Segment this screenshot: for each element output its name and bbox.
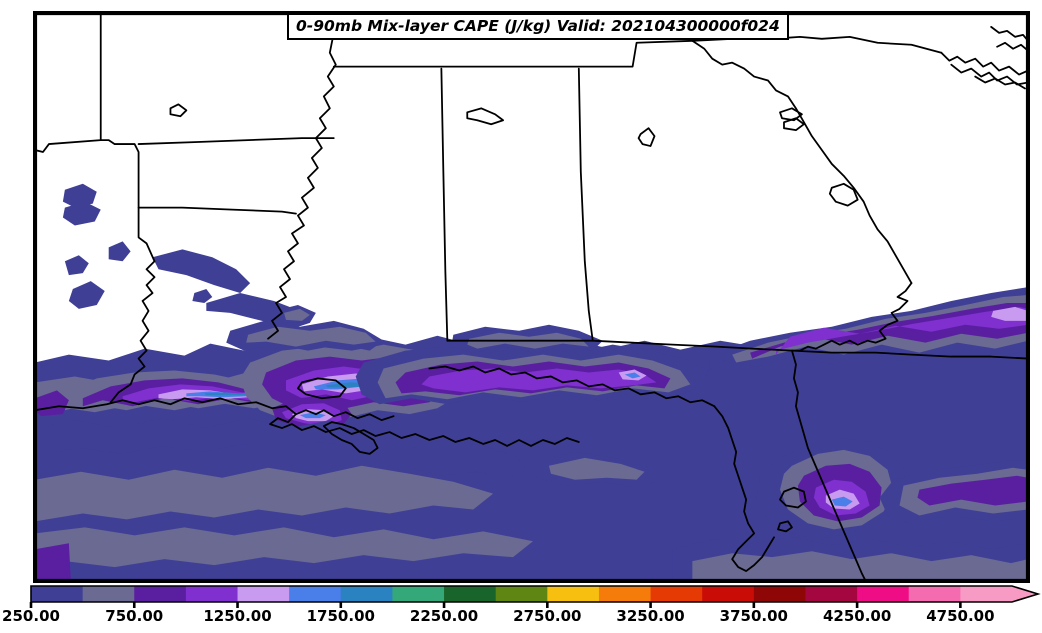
colorbar-band — [805, 586, 858, 602]
coastline-ga-sc — [791, 282, 913, 352]
colorbar-tick-label: 1250.00 — [203, 607, 272, 625]
lake-ar-1 — [466, 107, 505, 126]
cape-band-250-500-ar-frag — [192, 289, 213, 303]
cape-band-1750-2000-la-coast — [204, 392, 249, 396]
cape-band-500-750-gulf-patch-2 — [548, 457, 645, 480]
colorbar-tick-group — [29, 602, 962, 608]
coastline-delta — [295, 409, 395, 422]
colorbar-tick-labels: 250.00 750.00 1250.00 1750.00 2250.00 2750.00… — [0, 607, 1042, 633]
map-title-text: 0-90mb Mix-layer CAPE (J/kg) Valid: 2021… — [296, 17, 780, 35]
map-title-plaque: 0-90mb Mix-layer CAPE (J/kg) Valid: 2021… — [287, 13, 789, 40]
border-tx-ar-la — [99, 139, 156, 404]
cape-band-750-1000-gulf-left — [35, 543, 71, 581]
colorbar-band — [857, 586, 910, 602]
coastline-panhandle — [428, 365, 716, 408]
lake-ga-2 — [828, 182, 859, 207]
cape-band-250-500-gulf-patch-1 — [399, 439, 528, 478]
colorbar-tick-label: 250.00 — [2, 607, 60, 625]
cape-band-1500-1750-fl-east — [831, 496, 853, 507]
colorbar-band — [340, 586, 394, 602]
border-ms-al — [440, 67, 449, 342]
colorbar-tick-label: 2750.00 — [513, 607, 582, 625]
cape-band-1000-1250-ms-al — [421, 368, 657, 393]
delta-birdsfoot — [322, 421, 379, 455]
lake-ga-1 — [779, 107, 803, 122]
cape-band-500-750-gulf-deep — [35, 527, 533, 570]
lake-tx-1 — [169, 103, 188, 118]
border-ar-mo — [137, 137, 335, 145]
cape-band-1000-1250-fl-atl — [776, 306, 1028, 355]
cape-band-250-500-tx-frag-2 — [62, 201, 101, 226]
colorbar-swatches — [29, 585, 1041, 608]
river-mississippi — [267, 31, 337, 340]
cape-band-250-500-tx-frag-3 — [64, 255, 89, 276]
border-fl-north — [446, 339, 1028, 360]
colorbar-band — [134, 586, 187, 602]
colorbar-band — [392, 586, 445, 602]
border-al-ga — [577, 67, 594, 342]
colorbar-band — [753, 586, 807, 602]
cape-band-500-750-gulf-south — [35, 465, 494, 522]
colorbar-tick-label: 1750.00 — [306, 607, 375, 625]
colorbar-band — [908, 586, 961, 602]
coastline-nc-inner — [950, 63, 1028, 86]
cape-band-1500-1750-delta-lobe — [299, 412, 326, 419]
colorbar-band — [185, 586, 239, 602]
cape-band-750-1000-atl-offshore — [917, 475, 1028, 506]
coastline-fl-west — [713, 405, 775, 572]
coastline-tx-la — [35, 397, 580, 447]
colorbar-tick-label: 4750.00 — [926, 607, 995, 625]
colorbar-band — [82, 586, 135, 602]
colorbar-band — [237, 586, 290, 602]
cape-band-1250-1500-fl-atl — [991, 306, 1028, 321]
colorbar-tick-label: 2250.00 — [409, 607, 479, 625]
colorbar-tick-label: 750.00 — [105, 607, 164, 625]
colorbar-band-group — [30, 585, 1041, 603]
cape-band-500-750-ms-frag — [283, 308, 310, 321]
colorbar-band — [31, 586, 84, 602]
cape-band-1500-1750-ms-al — [624, 372, 641, 379]
colorbar-band — [702, 586, 755, 602]
border-ar-la — [137, 206, 297, 215]
map-panel — [33, 11, 1030, 583]
cape-band-250-500-tx-frag-5 — [108, 241, 131, 262]
lake-al-1 — [637, 127, 656, 147]
coastline-fl-east — [791, 349, 867, 581]
cape-band-250-500-tx-frag-4 — [68, 281, 105, 309]
cape-band-250-500-tx-frag-1 — [62, 183, 97, 208]
colorbar-band — [444, 586, 497, 602]
outer-banks-1 — [990, 26, 1028, 42]
colorbar-tick-label: 4250.00 — [822, 607, 892, 625]
colorbar-outline — [30, 585, 1041, 603]
map-svg — [35, 13, 1028, 581]
outer-banks-2 — [996, 41, 1028, 52]
lake-okeechobee — [779, 486, 807, 509]
colorbar-band — [495, 586, 548, 602]
cape-band-250-500-la-streak — [152, 249, 251, 294]
colorbar-band — [547, 586, 600, 602]
colorbar-band-extend-max — [960, 586, 1038, 602]
colorbar-band — [650, 586, 703, 602]
cape-band-750-1000-left-edge — [35, 390, 69, 417]
colorbar-tick-label: 3250.00 — [616, 607, 685, 625]
lake-florida-small — [777, 520, 793, 533]
colorbar-band — [289, 586, 342, 602]
coastline-nc — [940, 51, 1028, 76]
border-tx-ok — [35, 13, 102, 153]
border-ga-sc — [691, 39, 913, 284]
colorbar-tick-label: 3750.00 — [719, 607, 788, 625]
lake-sc-1 — [783, 117, 805, 132]
colorbar-band — [598, 586, 652, 602]
border-tn-south — [332, 39, 694, 68]
cape-band-500-750-sfl — [692, 551, 1028, 581]
colorbar: 250.00 750.00 1250.00 1750.00 2250.00 2750.00… — [0, 583, 1042, 633]
cape-band-500-750-inland-1 — [246, 326, 376, 347]
lake-pontchartrain — [297, 377, 347, 400]
